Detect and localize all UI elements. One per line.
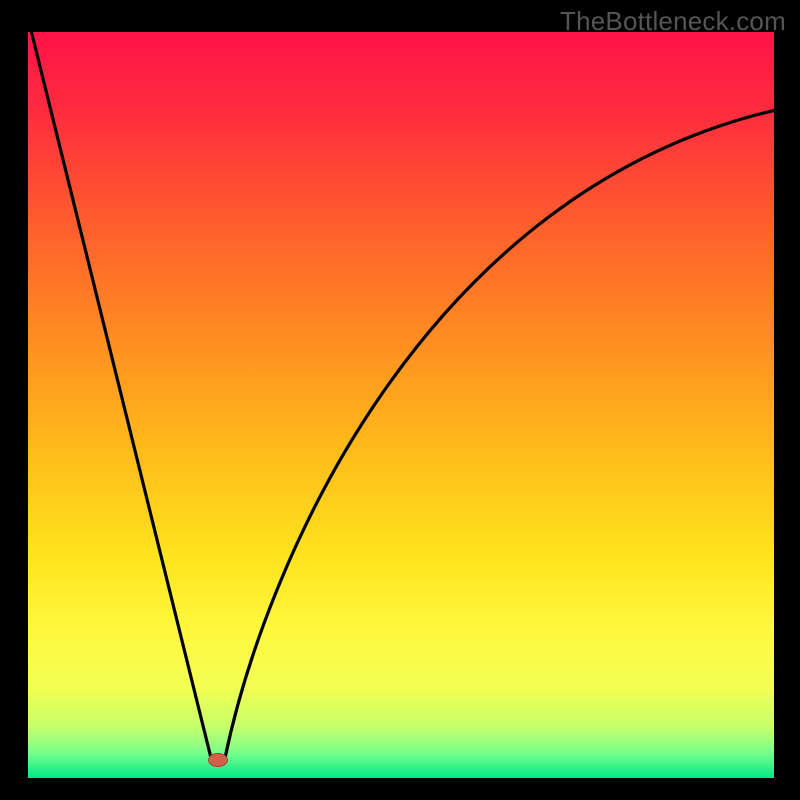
optimal-point-marker <box>208 753 228 767</box>
plot-area <box>28 32 774 778</box>
watermark-text: TheBottleneck.com <box>560 6 786 37</box>
chart-container: TheBottleneck.com <box>0 0 800 800</box>
curve-layer <box>28 32 774 778</box>
bottleneck-curve <box>28 32 774 761</box>
